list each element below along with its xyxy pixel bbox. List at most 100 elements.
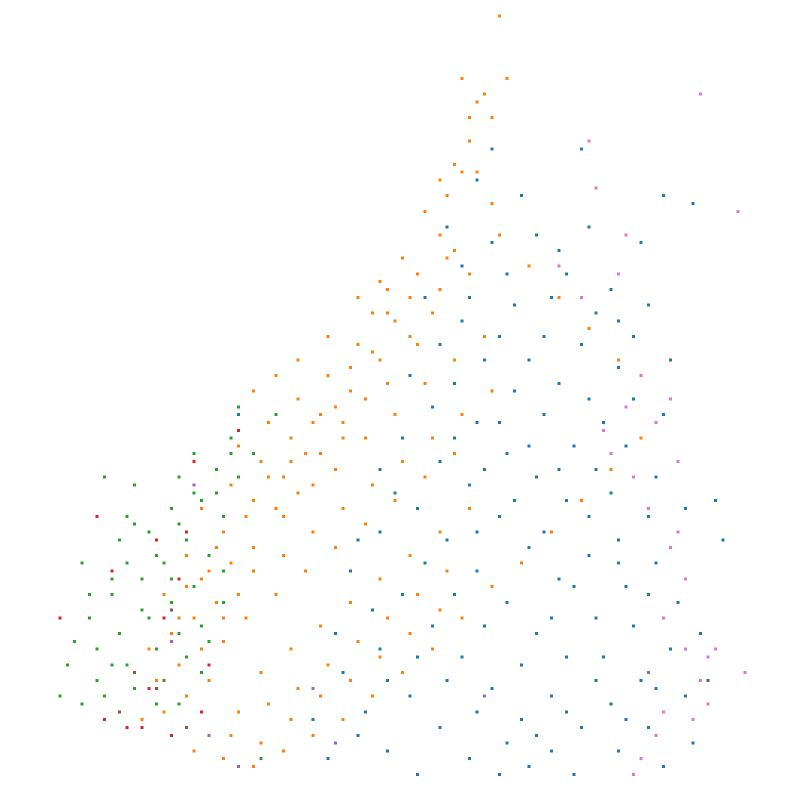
scatter-point — [117, 710, 121, 714]
scatter-point — [542, 334, 546, 338]
scatter-point — [676, 600, 680, 604]
scatter-point — [438, 725, 442, 729]
scatter-point — [617, 366, 621, 370]
scatter-point — [386, 311, 390, 315]
scatter-point — [632, 475, 635, 479]
scatter-point — [348, 569, 352, 573]
scatter-point — [401, 671, 404, 675]
scatter-point — [572, 444, 576, 448]
scatter-point — [572, 772, 576, 776]
scatter-point — [192, 491, 196, 495]
scatter-point — [535, 733, 539, 737]
scatter-point — [587, 553, 591, 557]
scatter-point — [587, 139, 591, 143]
scatter-point — [646, 507, 650, 510]
scatter-point — [401, 436, 404, 440]
scatter-point — [475, 530, 479, 534]
scatter-point — [229, 436, 233, 440]
scatter-point — [594, 311, 598, 315]
scatter-point — [527, 765, 531, 768]
scatter-point — [415, 342, 419, 346]
scatter-point — [490, 389, 494, 393]
scatter-point — [445, 194, 449, 198]
scatter-point — [512, 389, 516, 393]
scatter-point — [624, 585, 628, 589]
scatter-point — [646, 725, 650, 729]
scatter-point — [184, 694, 188, 698]
scatter-point — [252, 452, 255, 456]
scatter-point — [453, 593, 457, 596]
scatter-point — [296, 686, 300, 690]
scatter-point — [475, 710, 479, 714]
scatter-point — [617, 319, 621, 323]
scatter-point — [132, 483, 136, 487]
scatter-point — [393, 319, 397, 323]
scatter-point — [58, 616, 62, 620]
scatter-point — [669, 358, 673, 362]
scatter-point — [348, 366, 352, 370]
scatter-point — [132, 671, 136, 675]
scatter-point — [632, 334, 635, 338]
scatter-point — [587, 327, 591, 331]
scatter-point — [632, 772, 635, 776]
scatter-point — [564, 499, 568, 503]
scatter-point — [311, 530, 315, 534]
scatter-point — [177, 475, 181, 479]
scatter-point — [184, 655, 188, 659]
scatter-point — [438, 178, 442, 182]
scatter-point — [497, 334, 501, 338]
scatter-point — [557, 577, 561, 581]
scatter-point — [408, 295, 412, 299]
scatter-point — [535, 233, 539, 237]
scatter-point — [468, 139, 471, 143]
scatter-point — [177, 702, 181, 706]
scatter-point — [430, 647, 434, 651]
scatter-point — [490, 116, 494, 119]
scatter-point — [430, 436, 434, 440]
scatter-point — [490, 147, 494, 151]
scatter-point — [192, 483, 196, 487]
scatter-point — [237, 710, 241, 714]
scatter-point — [445, 679, 449, 682]
scatter-point — [304, 569, 308, 573]
scatter-point — [415, 593, 419, 596]
series-3 — [58, 428, 241, 737]
scatter-point — [274, 374, 278, 377]
scatter-point — [244, 514, 248, 518]
scatter-point — [564, 272, 568, 276]
scatter-point — [363, 710, 367, 714]
scatter-point — [155, 647, 159, 651]
scatter-point — [170, 507, 174, 510]
scatter-point — [289, 647, 293, 651]
scatter-point — [311, 483, 315, 487]
scatter-point — [199, 624, 203, 628]
scatter-point — [654, 475, 658, 479]
scatter-point — [304, 452, 308, 456]
scatter-point — [579, 725, 583, 729]
scatter-point — [199, 647, 203, 651]
scatter-point — [520, 194, 524, 198]
scatter-point — [125, 663, 129, 667]
scatter-point — [475, 421, 479, 424]
scatter-point — [438, 342, 442, 346]
scatter-point — [646, 303, 650, 307]
scatter-point — [475, 569, 479, 573]
scatter-point — [103, 694, 106, 698]
scatter-point — [386, 679, 390, 682]
series-6 — [117, 608, 188, 729]
scatter-point — [117, 632, 121, 636]
scatter-point — [453, 248, 457, 252]
scatter-point — [371, 350, 375, 354]
scatter-point — [110, 569, 114, 573]
scatter-point — [661, 710, 665, 714]
scatter-point — [550, 295, 553, 299]
scatter-point — [438, 233, 442, 237]
scatter-point — [706, 679, 710, 682]
scatter-point — [617, 749, 621, 753]
scatter-point — [497, 233, 501, 237]
scatter-point — [378, 358, 382, 362]
scatter-point — [274, 507, 278, 510]
scatter-point — [415, 772, 419, 776]
scatter-point — [259, 460, 263, 464]
scatter-point — [214, 600, 218, 604]
